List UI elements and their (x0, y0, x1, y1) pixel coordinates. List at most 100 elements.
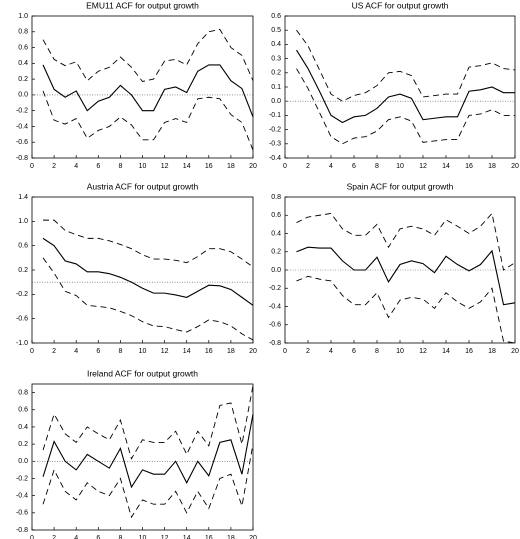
x-tick-label: 10 (139, 535, 147, 539)
y-tick-label: -0.2 (16, 291, 28, 298)
x-tick-label: 6 (96, 163, 100, 170)
band-line (42, 257, 254, 341)
y-tick-label: 0.5 (271, 27, 281, 34)
y-tick-label: 0.0 (18, 92, 28, 99)
x-tick-label: 20 (511, 163, 519, 170)
x-tick-label: 16 (205, 348, 213, 355)
x-tick-label: 10 (396, 348, 404, 355)
band-line (42, 28, 254, 82)
plot-frame (284, 15, 516, 159)
x-tick-label: 14 (183, 348, 191, 355)
y-tick-label: -0.2 (269, 126, 281, 133)
x-tick-label: 4 (74, 163, 78, 170)
y-tick-label: -1.0 (16, 340, 28, 347)
band-line (296, 29, 516, 102)
y-tick-label: 0.6 (271, 212, 281, 219)
x-tick-label: 14 (442, 163, 450, 170)
y-tick-label: -0.6 (16, 139, 28, 146)
x-tick-label: 8 (118, 348, 122, 355)
x-tick-label: 12 (161, 163, 169, 170)
panel-title: Spain ACF for output growth (347, 181, 454, 191)
x-tick-label: 2 (52, 348, 56, 355)
x-tick-label: 6 (96, 348, 100, 355)
y-tick-label: 1.4 (18, 194, 28, 201)
panel-title: Ireland ACF for output growth (87, 368, 198, 378)
y-tick-label: 1.0 (18, 13, 28, 20)
y-tick-label: 0.4 (18, 60, 28, 67)
band-line (43, 219, 254, 268)
x-tick-label: 12 (419, 348, 427, 355)
x-tick-label: 20 (249, 348, 257, 355)
x-tick-label: 16 (205, 535, 213, 539)
x-tick-label: 20 (511, 348, 519, 355)
x-tick-label: 0 (30, 163, 34, 170)
x-tick-label: 8 (118, 535, 122, 539)
x-tick-label: 10 (139, 163, 147, 170)
panel-title: US ACF for output growth (352, 0, 449, 10)
y-tick-label: -0.2 (269, 285, 281, 292)
x-tick-label: 16 (465, 348, 473, 355)
x-tick-label: 4 (74, 535, 78, 539)
y-tick-label: 0.4 (271, 230, 281, 237)
x-tick-label: 8 (375, 348, 379, 355)
y-tick-label: -0.4 (269, 155, 281, 162)
y-tick-label: -0.6 (16, 510, 28, 517)
x-tick-label: 0 (283, 348, 287, 355)
x-tick-label: 16 (465, 163, 473, 170)
x-tick-label: 2 (52, 535, 56, 539)
y-tick-label: -0.8 (269, 340, 281, 347)
y-tick-label: -0.6 (269, 322, 281, 329)
acf-line (296, 49, 515, 124)
x-tick-label: 0 (30, 535, 34, 539)
y-tick-label: -0.4 (16, 123, 28, 130)
y-tick-label: -0.8 (16, 527, 28, 534)
x-tick-label: 18 (488, 348, 496, 355)
y-tick-label: -0.6 (16, 316, 28, 323)
x-tick-label: 18 (227, 348, 235, 355)
panel-title: EMU11 ACF for output growth (86, 0, 199, 10)
x-tick-label: 16 (205, 163, 213, 170)
x-tick-label: 14 (183, 535, 191, 539)
y-tick-label: 0.2 (271, 249, 281, 256)
x-tick-label: 8 (118, 163, 122, 170)
x-tick-label: 6 (352, 163, 356, 170)
band-line (42, 90, 254, 151)
x-tick-label: 18 (227, 163, 235, 170)
x-tick-label: 8 (375, 163, 379, 170)
y-tick-label: 0.2 (18, 76, 28, 83)
y-tick-label: -0.8 (16, 155, 28, 162)
x-tick-label: 20 (249, 535, 257, 539)
band-line (42, 385, 254, 460)
y-tick-label: 0.2 (271, 70, 281, 77)
y-tick-label: 0.4 (18, 424, 28, 431)
y-tick-label: 0.2 (18, 267, 28, 274)
x-tick-label: 6 (352, 348, 356, 355)
x-tick-label: 4 (329, 163, 333, 170)
x-tick-label: 20 (249, 163, 257, 170)
x-tick-label: 2 (306, 163, 310, 170)
y-tick-label: -0.4 (16, 492, 28, 499)
x-tick-label: 12 (419, 163, 427, 170)
y-tick-label: 0.0 (271, 98, 281, 105)
y-tick-label: 0.0 (271, 267, 281, 274)
x-tick-label: 0 (30, 348, 34, 355)
y-tick-label: 0.3 (271, 55, 281, 62)
x-tick-label: 2 (306, 348, 310, 355)
x-tick-label: 18 (488, 163, 496, 170)
y-tick-label: 0.6 (18, 44, 28, 51)
y-tick-label: 0.2 (18, 441, 28, 448)
y-tick-label: -0.2 (16, 108, 28, 115)
x-tick-label: 4 (74, 348, 78, 355)
band-line (296, 275, 516, 344)
x-tick-label: 14 (442, 348, 450, 355)
acf-line (42, 64, 254, 118)
band-line (42, 444, 254, 519)
y-tick-label: -0.1 (269, 112, 281, 119)
x-tick-label: 10 (396, 163, 404, 170)
band-line (296, 68, 515, 145)
x-tick-label: 2 (52, 163, 56, 170)
y-tick-label: 0.6 (18, 243, 28, 250)
y-tick-label: 0.8 (18, 29, 28, 36)
acf-line (296, 246, 516, 306)
